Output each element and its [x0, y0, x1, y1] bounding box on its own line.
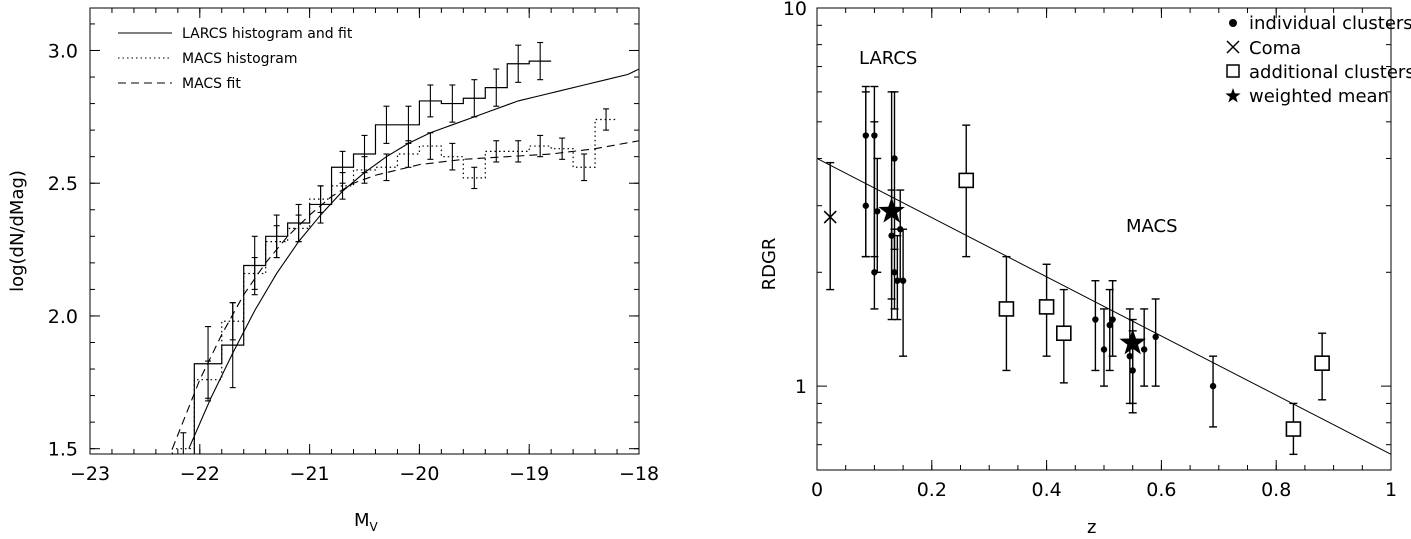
right-x-tick-label: 0	[811, 479, 823, 501]
larcs-histogram-series	[193, 60, 552, 454]
left-x-tick-label: −19	[509, 463, 549, 485]
right-x-tick-label: 0.8	[1261, 479, 1291, 501]
right-legend: individual clusters Coma additional clus…	[1225, 13, 1411, 107]
cluster-point	[1106, 321, 1113, 329]
macs-histogram-series	[171, 118, 618, 454]
left-legend: LARCS histogram and fit MACS histogram M…	[118, 26, 353, 92]
weighted-mean-point	[878, 197, 905, 223]
additional-cluster-point	[1285, 421, 1302, 437]
cluster-point	[1140, 346, 1148, 353]
additional-cluster-point	[958, 172, 975, 189]
cluster-point	[1109, 316, 1116, 323]
right-y-axis-label: RDGR	[759, 238, 780, 291]
legend-label-macs-fit: MACS fit	[182, 76, 241, 92]
weighted-mean-point	[1119, 329, 1147, 355]
cluster-point	[899, 277, 907, 284]
right-y-tick-label: 1	[795, 376, 807, 398]
left-x-tick-label: −20	[399, 463, 439, 485]
additional-cluster-point	[998, 301, 1015, 317]
left-y-tick-label: 2.0	[48, 306, 78, 328]
left-y-axis-label: log(dN/dMag)	[7, 170, 28, 292]
left-chart: −23 −22 −21 −20 −19 −18 1.5 2.0 2.5 3.0 LARCS his…	[7, 7, 659, 534]
left-axes: −23 −22 −21 −20 −19 −18 1.5 2.0 2.5 3.0	[48, 8, 659, 485]
larcs-fit-line	[188, 68, 640, 449]
fit-line	[816, 158, 1392, 455]
legend-label-larcs: LARCS histogram and fit	[182, 26, 353, 42]
right-x-tick-label: 0.6	[1146, 479, 1176, 501]
additional-cluster-point	[1056, 325, 1072, 342]
legend-marker-weighted-mean	[1225, 88, 1241, 103]
legend-marker-additional-clusters	[1226, 64, 1240, 78]
left-x-tick-label: −18	[619, 463, 659, 485]
left-plot-frame	[89, 7, 640, 455]
left-y-tick-label: 3.0	[48, 40, 78, 62]
cluster-point	[862, 202, 869, 209]
legend-label-coma: Coma	[1249, 38, 1301, 59]
cluster-point	[1092, 316, 1099, 323]
left-x-tick-label: −21	[290, 463, 330, 485]
left-x-tick-label: −22	[180, 463, 220, 485]
legend-marker-individual-clusters	[1229, 19, 1237, 27]
right-plot-area	[816, 85, 1392, 456]
legend-label-additional-clusters: additional clusters	[1249, 62, 1411, 83]
cluster-point	[874, 208, 881, 215]
left-x-axis-label-main: M	[354, 510, 370, 531]
right-chart: 0 0.2 0.4 0.6 0.8 1 1 10 individual clusters Co…	[759, 0, 1411, 538]
cluster-point	[1209, 382, 1217, 390]
coma-point	[823, 210, 837, 224]
annotation-macs: MACS	[1126, 216, 1178, 237]
right-y-tick-label: 10	[783, 0, 807, 20]
left-y-tick-label: 2.5	[48, 173, 78, 195]
cluster-point	[1100, 346, 1108, 353]
right-x-tick-label: 0.2	[917, 479, 947, 501]
right-axes: 0 0.2 0.4 0.6 0.8 1 1 10	[783, 0, 1397, 501]
legend-label-weighted-mean: weighted mean	[1249, 86, 1389, 107]
left-x-axis-label-subscript: V	[370, 520, 379, 534]
left-x-tick-label: −23	[70, 463, 110, 485]
annotation-larcs: LARCS	[859, 48, 917, 69]
legend-label-macs-hist: MACS histogram	[182, 51, 298, 67]
macs-fit-line	[171, 140, 640, 449]
additional-cluster-point	[1038, 299, 1055, 315]
left-x-axis-label: MV	[354, 510, 379, 534]
right-x-axis-label: z	[1087, 517, 1096, 535]
additional-cluster-point	[1314, 355, 1330, 371]
left-y-tick-label: 1.5	[48, 439, 78, 461]
cluster-point	[1126, 352, 1134, 360]
right-x-tick-label: 1	[1385, 479, 1397, 501]
cluster-point	[1152, 333, 1159, 341]
legend-marker-coma	[1226, 40, 1240, 54]
cluster-point	[891, 269, 898, 276]
left-plot-area	[171, 41, 640, 454]
right-x-tick-label: 0.4	[1031, 479, 1061, 501]
cluster-point	[891, 155, 898, 162]
legend-label-individual-clusters: individual clusters	[1249, 13, 1411, 34]
